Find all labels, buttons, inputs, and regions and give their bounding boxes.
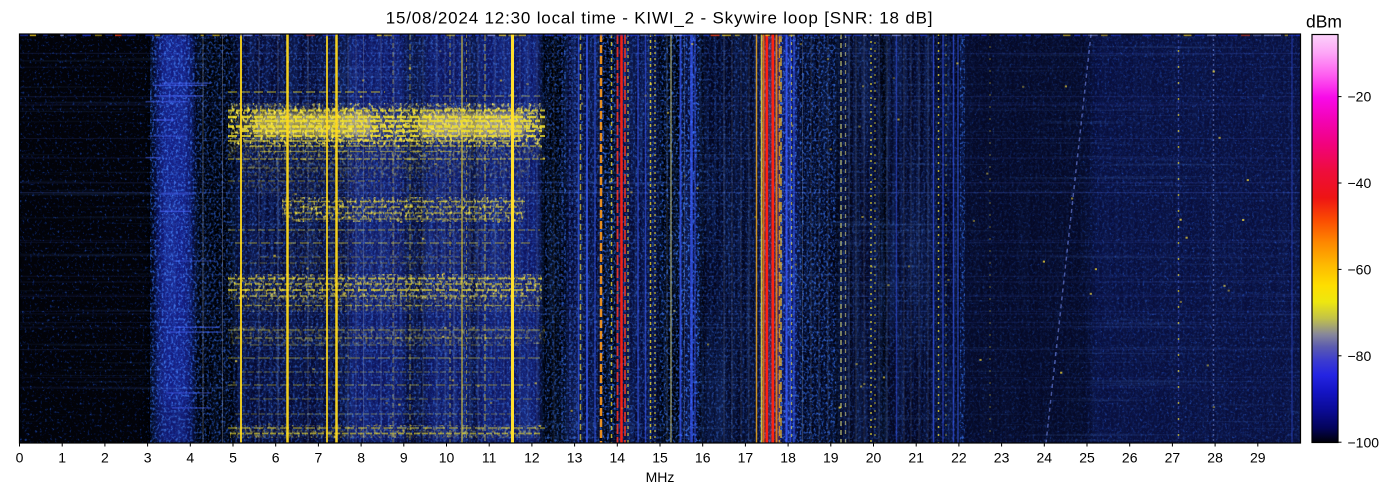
svg-text:17: 17 [738, 450, 754, 466]
svg-text:6: 6 [272, 450, 280, 466]
svg-text:14: 14 [610, 450, 626, 466]
svg-text:26: 26 [1122, 450, 1138, 466]
svg-text:21: 21 [908, 450, 924, 466]
svg-text:15: 15 [652, 450, 668, 466]
svg-text:23: 23 [994, 450, 1010, 466]
svg-text:−60: −60 [1348, 262, 1372, 278]
svg-text:29: 29 [1250, 450, 1266, 466]
svg-text:24: 24 [1037, 450, 1053, 466]
svg-text:7: 7 [315, 450, 323, 466]
svg-text:3: 3 [144, 450, 152, 466]
svg-text:0: 0 [16, 450, 24, 466]
svg-text:20: 20 [866, 450, 882, 466]
svg-text:28: 28 [1207, 450, 1223, 466]
svg-text:25: 25 [1079, 450, 1095, 466]
svg-text:−40: −40 [1348, 175, 1372, 191]
svg-text:16: 16 [695, 450, 711, 466]
svg-text:9: 9 [400, 450, 408, 466]
svg-text:27: 27 [1165, 450, 1181, 466]
svg-text:MHz: MHz [646, 469, 675, 485]
svg-text:13: 13 [567, 450, 583, 466]
svg-text:15/08/2024 12:30 local time -: 15/08/2024 12:30 local time - KIWI_2 - S… [386, 9, 934, 28]
svg-text:5: 5 [229, 450, 237, 466]
svg-text:dBm: dBm [1306, 12, 1342, 32]
svg-text:−100: −100 [1348, 434, 1380, 450]
svg-text:−20: −20 [1348, 89, 1372, 105]
svg-text:10: 10 [439, 450, 455, 466]
svg-text:19: 19 [823, 450, 839, 466]
svg-text:18: 18 [780, 450, 796, 466]
svg-text:4: 4 [186, 450, 194, 466]
svg-text:8: 8 [357, 450, 365, 466]
svg-text:11: 11 [482, 450, 497, 466]
svg-text:−80: −80 [1348, 348, 1372, 364]
svg-text:2: 2 [101, 450, 109, 466]
svg-text:12: 12 [524, 450, 540, 466]
svg-text:22: 22 [951, 450, 967, 466]
svg-text:1: 1 [58, 450, 66, 466]
